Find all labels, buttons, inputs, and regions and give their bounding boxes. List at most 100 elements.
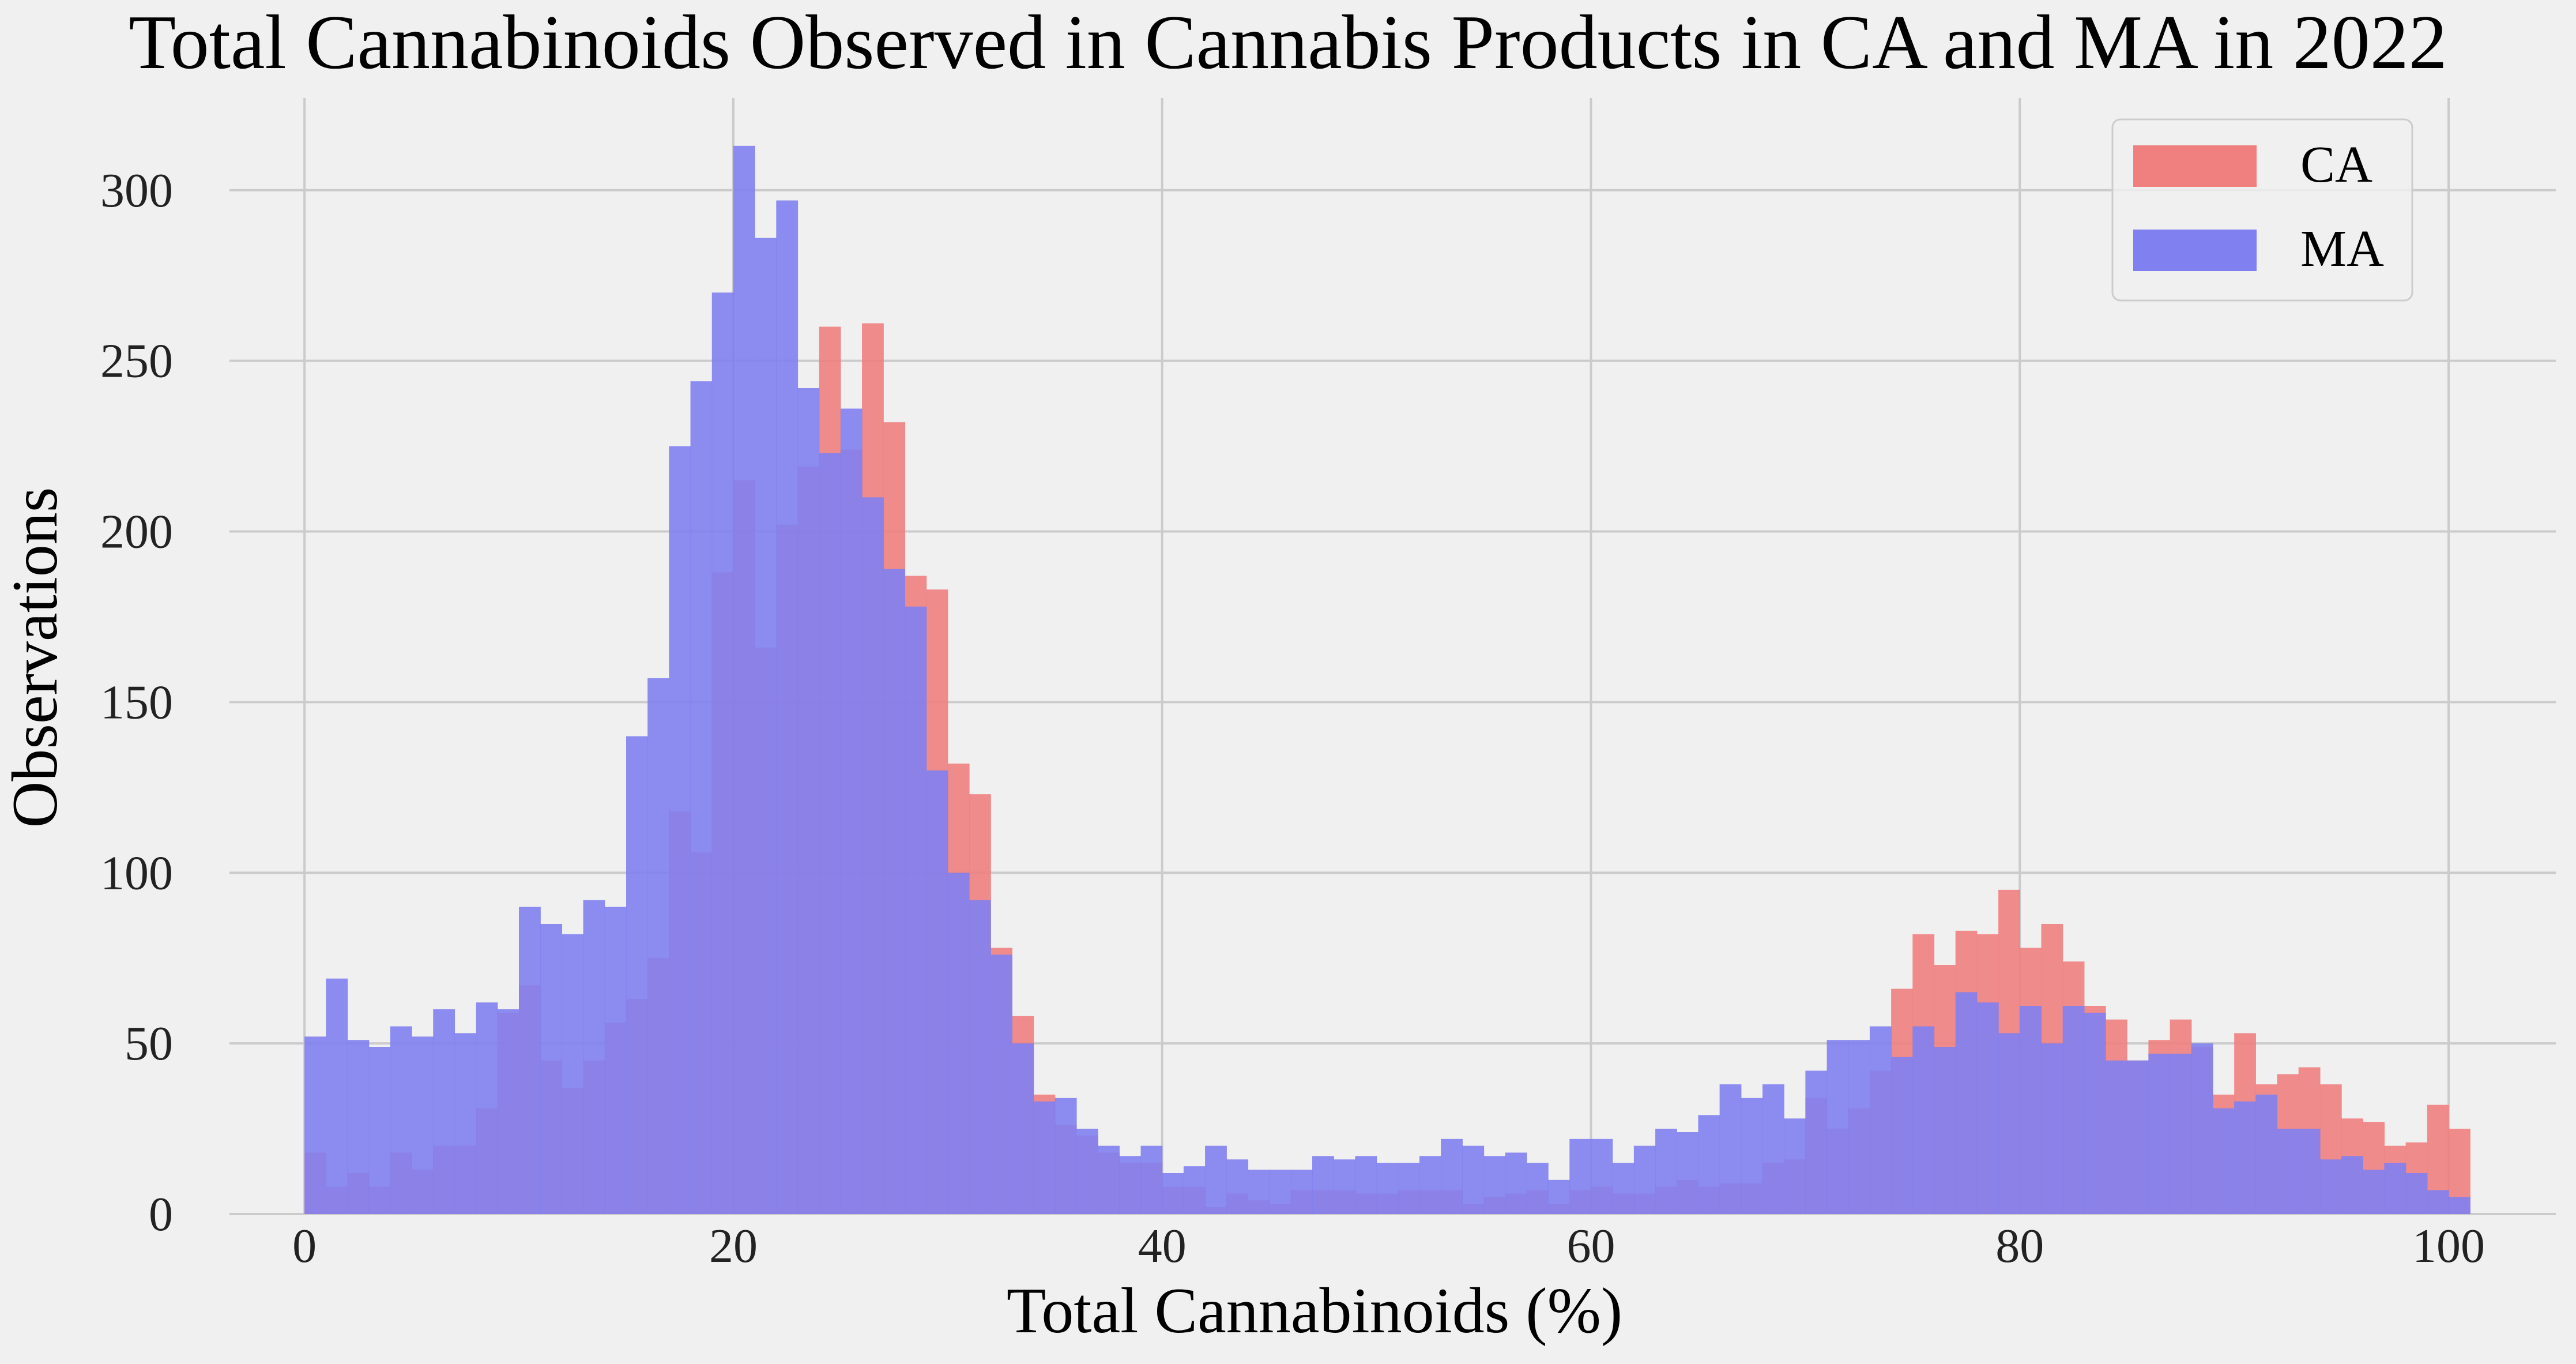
x-tick-label: 100 (2412, 1219, 2485, 1273)
ma-bar (347, 1040, 370, 1214)
ma-bar (862, 497, 884, 1214)
ma-bar (1548, 1179, 1570, 1214)
ma-bar (1934, 1047, 1956, 1214)
ma-bar (1462, 1145, 1485, 1214)
ma-bar (1098, 1145, 1120, 1214)
ma-bar (1269, 1170, 1291, 1214)
ma-bar (2341, 1156, 2363, 1214)
ma-bar (1526, 1163, 1549, 1214)
y-tick-label: 250 (100, 335, 173, 388)
ma-bar (1355, 1156, 1377, 1214)
ma-bar (1226, 1159, 1249, 1214)
x-tick-label: 40 (1138, 1219, 1187, 1273)
ma-bar (2234, 1101, 2256, 1214)
ma-bar (1012, 1043, 1034, 1214)
y-tick-label: 200 (100, 505, 173, 559)
y-tick-label: 300 (100, 164, 173, 217)
ma-bar (1912, 1026, 1935, 1214)
x-axis-label: Total Cannabinoids (%) (1007, 1275, 1622, 1347)
ma-bar (711, 292, 734, 1214)
ma-bar (433, 1009, 455, 1214)
ma-bar (1505, 1152, 1527, 1214)
ma-bar (926, 770, 948, 1214)
ma-bar (1762, 1084, 1784, 1214)
y-tick-label: 100 (100, 846, 173, 900)
ma-bar (2020, 1006, 2042, 1214)
ma-bar (883, 569, 906, 1215)
ma-bar (390, 1026, 412, 1214)
ma-bar (304, 1036, 326, 1214)
ma-bar (776, 200, 799, 1214)
y-tick-labels: 0 50 100 150 200 250 300 (100, 164, 173, 1241)
ma-bar (2427, 1190, 2449, 1214)
ma-bar (2106, 1060, 2127, 1214)
ma-bar (1805, 1070, 1828, 1214)
ma-bar (947, 873, 970, 1214)
ma-bar (583, 900, 605, 1214)
legend-label-ma: MA (2300, 220, 2384, 277)
legend-label-ca: CA (2300, 136, 2372, 193)
ma-bar (1054, 1098, 1077, 1214)
ma-bar (2384, 1163, 2406, 1214)
x-tick-label: 20 (709, 1219, 758, 1273)
y-tick-label: 0 (149, 1188, 173, 1241)
ma-bar (2255, 1094, 2278, 1214)
ma-bar (1955, 992, 1978, 1214)
ma-bar (819, 453, 841, 1214)
ma-bar (797, 388, 820, 1214)
ma-bar (326, 978, 348, 1214)
ma-bar (412, 1036, 434, 1214)
ma-bar (1591, 1138, 1613, 1214)
ma-bar (626, 736, 648, 1214)
ma-bar (476, 1002, 498, 1214)
ma-bar (1248, 1170, 1270, 1214)
ma-bar (991, 955, 1012, 1214)
ma-bar (368, 1047, 391, 1214)
ma-bar (2062, 1006, 2085, 1214)
ma-bar (519, 907, 541, 1214)
ma-bar (2405, 1173, 2428, 1214)
ma-bar (604, 907, 627, 1214)
ma-bar (2084, 1012, 2106, 1214)
ma-bar (1784, 1118, 1806, 1214)
y-axis-label: Observations (0, 487, 71, 828)
ma-bar (1891, 1057, 1913, 1214)
ma-bar (454, 1033, 477, 1214)
ma-bar (1719, 1084, 1742, 1214)
ma-bar (1033, 1101, 1056, 1214)
ma-bar (2191, 1043, 2213, 1214)
ma-bar (1869, 1026, 1892, 1214)
legend-swatch-ca (2133, 145, 2257, 187)
ma-bar (2449, 1197, 2470, 1214)
legend: CA MA (2111, 118, 2413, 302)
ma-bar (1998, 1033, 2020, 1214)
legend-swatch-ma (2133, 230, 2257, 271)
ma-bar (1655, 1129, 1677, 1214)
ma-bar (1848, 1040, 1870, 1214)
chart-title: Total Cannabinoids Observed in Cannabis … (129, 0, 2447, 85)
ma-bar (1140, 1145, 1163, 1214)
ma-bar (840, 408, 863, 1214)
ma-bar (1419, 1156, 1441, 1214)
ma-bar (2212, 1108, 2235, 1214)
ma-bars (304, 145, 2470, 1215)
ma-bar (1334, 1159, 1356, 1214)
ma-bar (1633, 1145, 1656, 1214)
ma-bar (1483, 1156, 1506, 1214)
ma-bar (1441, 1138, 1463, 1214)
ma-bar (647, 678, 669, 1214)
ma-bar (1312, 1156, 1334, 1214)
ma-bar (2298, 1129, 2321, 1214)
ma-bar (733, 145, 755, 1215)
x-tick-labels: 0 20 40 60 80 100 (292, 1219, 2485, 1273)
ma-bar (969, 900, 991, 1214)
y-tick-label: 50 (125, 1017, 173, 1070)
ma-bar (1076, 1129, 1098, 1214)
ma-bar (2277, 1129, 2299, 1214)
ma-bar (2041, 1043, 2063, 1214)
ma-bar (669, 446, 691, 1214)
ma-bar (497, 1009, 519, 1214)
ma-bar (1569, 1138, 1592, 1214)
ma-bar (2148, 1053, 2171, 1214)
